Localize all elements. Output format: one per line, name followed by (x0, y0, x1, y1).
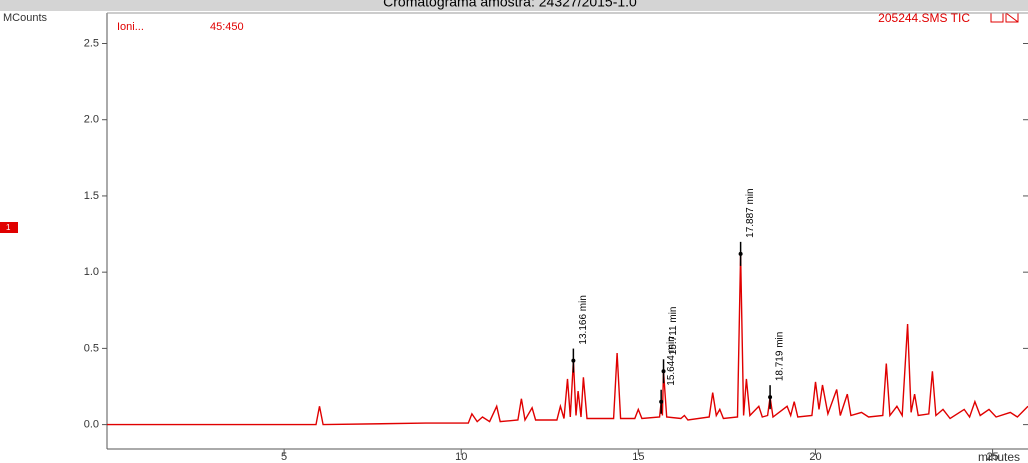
peak-label: 13.166 min (578, 295, 589, 344)
peak-label: 15.644 min (666, 336, 677, 385)
panel-marker: 1 (6, 223, 11, 232)
ion-label: Ioni... (117, 21, 144, 33)
panel-marker-box (0, 222, 18, 233)
close-icon-line (1005, 12, 1019, 23)
peak-label: 18.719 min (775, 332, 786, 381)
x-tick-label: 15 (632, 451, 644, 463)
peak-label: 15.711 min (668, 307, 679, 356)
peak-dot (659, 399, 664, 404)
peak-dot (738, 251, 743, 256)
ion-range: 45:450 (210, 21, 244, 33)
x-tick-label: 10 (455, 451, 467, 463)
y-tick-label: 0.5 (84, 342, 99, 354)
x-tick-label: 5 (281, 451, 287, 463)
y-tick-label: 2.5 (84, 37, 99, 49)
trace-name: 205244.SMS TIC (878, 11, 970, 25)
trace-line (107, 253, 1028, 426)
y-tick-label: 2.0 (84, 114, 99, 126)
x-tick-label: 25 (986, 451, 998, 463)
peak-dot (571, 358, 576, 363)
chart-title: Cromatograma amostra: 24327/2015-1.0 (383, 0, 637, 10)
peak-label: 17.887 min (745, 188, 756, 237)
y-tick-label: 0.0 (84, 419, 99, 431)
peak-dot (768, 395, 773, 400)
title-bar (0, 0, 1028, 11)
y-tick-label: 1.5 (84, 190, 99, 202)
y-tick-label: 1.0 (84, 266, 99, 278)
peak-dot (661, 369, 666, 374)
x-tick-label: 20 (809, 451, 821, 463)
x-axis-label: minutes (978, 450, 1020, 463)
plot-panel (0, 11, 1028, 463)
y-axis-label: MCounts (3, 12, 48, 24)
